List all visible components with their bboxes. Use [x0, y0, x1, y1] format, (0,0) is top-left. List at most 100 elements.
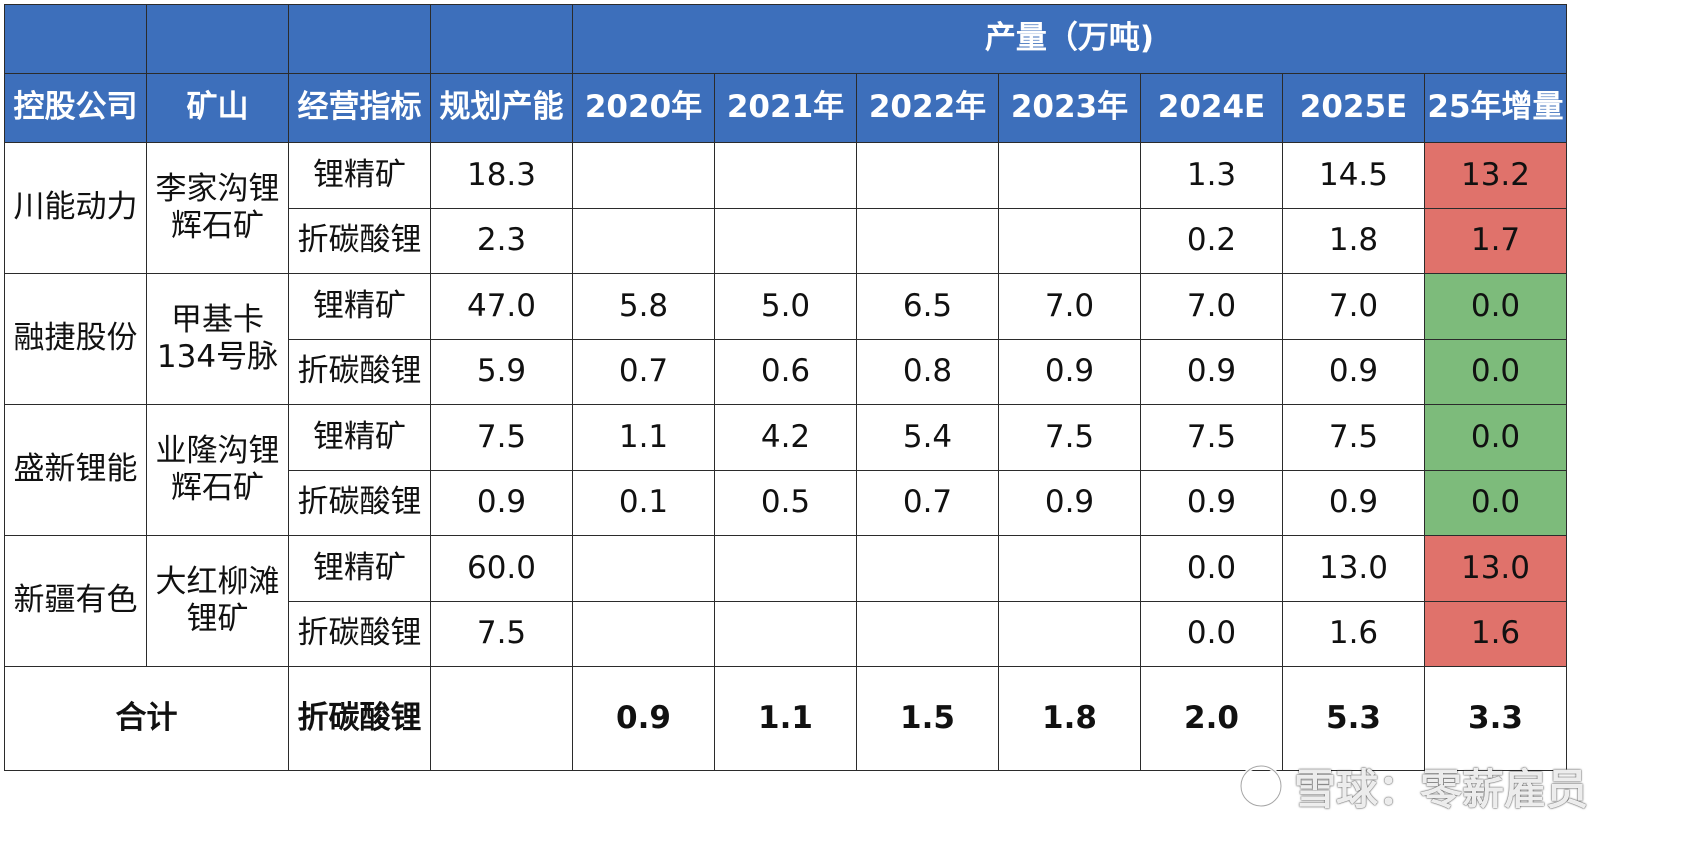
production-value-cell [856, 535, 999, 602]
increment-cell: 0.0 [1424, 469, 1567, 536]
mine-cell: 大红柳滩锂矿 [146, 535, 289, 667]
column-header: 控股公司 [4, 73, 147, 143]
production-value-cell [998, 207, 1141, 274]
metric-cell: 折碳酸锂 [288, 469, 431, 536]
column-header: 2024E [1140, 73, 1283, 143]
total-value-cell: 2.0 [1140, 666, 1283, 771]
capacity-cell: 5.9 [430, 338, 573, 405]
production-value-cell: 13.0 [1282, 535, 1425, 602]
company-cell: 盛新锂能 [4, 404, 147, 536]
header-blank-cell [146, 4, 289, 74]
production-value-cell [714, 600, 857, 667]
metric-cell: 锂精矿 [288, 404, 431, 471]
metric-cell: 折碳酸锂 [288, 338, 431, 405]
production-value-cell: 1.3 [1140, 142, 1283, 209]
column-header: 2021年 [714, 73, 857, 143]
production-value-cell: 4.2 [714, 404, 857, 471]
production-value-cell [856, 600, 999, 667]
production-value-cell: 0.0 [1140, 600, 1283, 667]
production-value-cell: 0.0 [1140, 535, 1283, 602]
total-metric-cell: 折碳酸锂 [288, 666, 431, 771]
production-group-header: 产量（万吨) [572, 4, 1567, 74]
capacity-cell: 7.5 [430, 600, 573, 667]
production-value-cell: 7.0 [1282, 273, 1425, 340]
table-row: 折碳酸锂 0.9 0.1 0.5 0.7 0.9 0.9 0.9 0.0 [5, 469, 1567, 536]
metric-cell: 锂精矿 [288, 142, 431, 209]
table-row: 新疆有色 大红柳滩锂矿 锂精矿 60.0 0.0 13.0 13.0 [4, 535, 1567, 667]
total-value-cell: 5.3 [1282, 666, 1425, 771]
production-value-cell [856, 142, 999, 209]
total-capacity-cell [430, 666, 573, 771]
production-value-cell: 6.5 [856, 273, 999, 340]
column-header: 规划产能 [430, 73, 573, 143]
production-value-cell: 0.5 [714, 469, 857, 536]
increment-cell: 1.7 [1424, 207, 1567, 274]
production-value-cell [998, 535, 1141, 602]
mine-cell: 甲基卡134号脉 [146, 273, 289, 405]
production-value-cell: 7.5 [1282, 404, 1425, 471]
production-value-cell: 1.1 [572, 404, 715, 471]
production-value-cell: 0.7 [572, 338, 715, 405]
production-value-cell [714, 535, 857, 602]
table-row: 川能动力 李家沟锂辉石矿 锂精矿 18.3 1.3 14.5 13.2 [4, 142, 1567, 274]
header-column-row: 控股公司 矿山 经营指标 规划产能 2020年 2021年 2022年 2023… [4, 73, 1567, 143]
metric-cell: 折碳酸锂 [288, 207, 431, 274]
column-header: 2025E [1282, 73, 1425, 143]
capacity-cell: 60.0 [430, 535, 573, 602]
production-value-cell: 0.2 [1140, 207, 1283, 274]
production-value-cell [572, 535, 715, 602]
production-value-cell: 5.8 [572, 273, 715, 340]
table-row: 折碳酸锂 7.5 0.0 1.6 1.6 [5, 600, 1567, 667]
metric-cell: 锂精矿 [288, 535, 431, 602]
total-label-cell: 合计 [4, 666, 289, 771]
production-value-cell: 0.7 [856, 469, 999, 536]
production-value-cell: 0.6 [714, 338, 857, 405]
metric-cell: 锂精矿 [288, 273, 431, 340]
total-value-cell: 1.5 [856, 666, 999, 771]
production-value-cell [572, 600, 715, 667]
company-cell: 新疆有色 [4, 535, 147, 667]
header-blank-cell [288, 4, 431, 74]
production-value-cell: 14.5 [1282, 142, 1425, 209]
increment-cell: 13.0 [1424, 535, 1567, 602]
production-value-cell: 0.9 [998, 338, 1141, 405]
production-value-cell: 7.0 [1140, 273, 1283, 340]
header-blank-cell [4, 4, 147, 74]
production-value-cell: 7.5 [1140, 404, 1283, 471]
production-value-cell: 0.9 [1282, 469, 1425, 536]
total-value-cell: 1.8 [998, 666, 1141, 771]
total-row: 合计 折碳酸锂 0.9 1.1 1.5 1.8 2.0 5.3 3.3 [4, 666, 1567, 771]
company-cell: 川能动力 [4, 142, 147, 274]
increment-cell: 0.0 [1424, 404, 1567, 471]
production-value-cell: 0.9 [1140, 469, 1283, 536]
capacity-cell: 2.3 [430, 207, 573, 274]
production-value-cell [714, 207, 857, 274]
increment-cell: 13.2 [1424, 142, 1567, 209]
production-value-cell: 1.8 [1282, 207, 1425, 274]
company-cell: 融捷股份 [4, 273, 147, 405]
production-value-cell [714, 142, 857, 209]
table-row: 融捷股份 甲基卡134号脉 锂精矿 47.0 5.8 5.0 6.5 7.0 7.0 7.0 0.0 [4, 273, 1567, 405]
table-row: 折碳酸锂 2.3 0.2 1.8 1.7 [5, 207, 1567, 274]
production-value-cell: 0.1 [572, 469, 715, 536]
production-value-cell: 0.8 [856, 338, 999, 405]
capacity-cell: 18.3 [430, 142, 573, 209]
mine-cell: 李家沟锂辉石矿 [146, 142, 289, 274]
production-value-cell [998, 142, 1141, 209]
production-value-cell [572, 207, 715, 274]
lithium-production-table: 产量（万吨) 控股公司 矿山 经营指标 规划产能 2020年 2021年 202… [4, 4, 1567, 771]
production-value-cell: 0.9 [998, 469, 1141, 536]
metric-cell: 折碳酸锂 [288, 600, 431, 667]
production-value-cell [572, 142, 715, 209]
capacity-cell: 0.9 [430, 469, 573, 536]
table-row: 盛新锂能 业隆沟锂辉石矿 锂精矿 7.5 1.1 4.2 5.4 7.5 7.5 7.5 0.0 [4, 404, 1567, 536]
production-value-cell: 0.9 [1282, 338, 1425, 405]
column-header: 2022年 [856, 73, 999, 143]
increment-cell: 0.0 [1424, 338, 1567, 405]
column-header: 2023年 [998, 73, 1141, 143]
column-header: 2020年 [572, 73, 715, 143]
increment-cell: 1.6 [1424, 600, 1567, 667]
production-value-cell: 5.0 [714, 273, 857, 340]
production-value-cell [856, 207, 999, 274]
production-value-cell: 5.4 [856, 404, 999, 471]
